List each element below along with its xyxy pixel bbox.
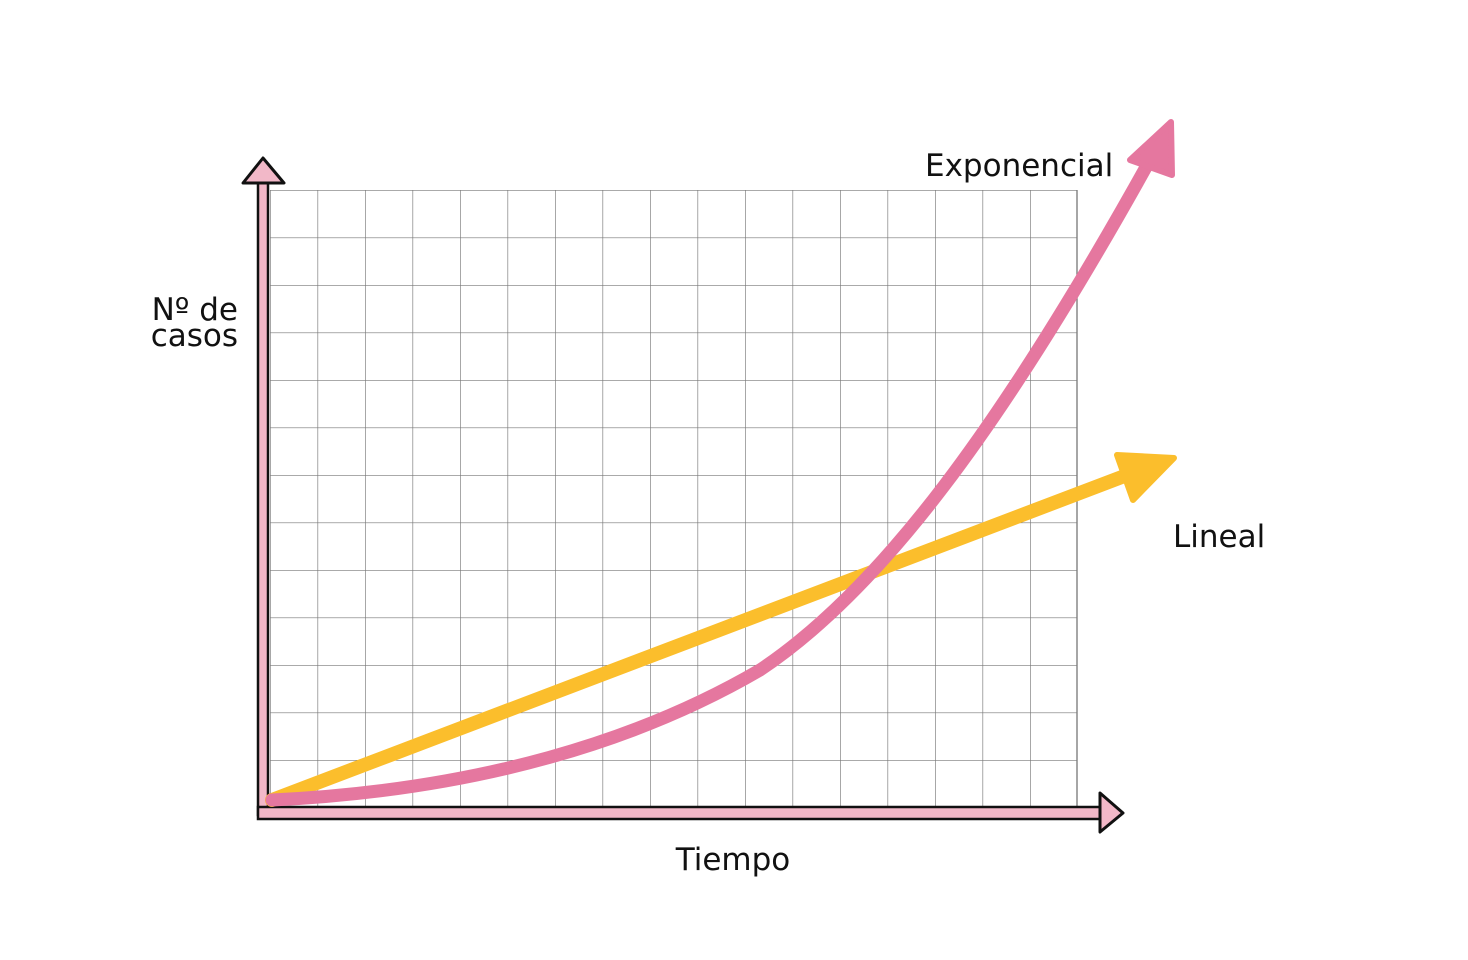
- curve-label: Lineal: [1173, 519, 1265, 555]
- y-label: casos: [151, 318, 238, 354]
- curve-label: Exponencial: [925, 148, 1113, 184]
- linear-curve: [265, 452, 1177, 807]
- y-label: Nº de: [152, 292, 238, 328]
- x-axis: [256, 791, 1125, 834]
- exponential-curve: [265, 119, 1175, 807]
- x-label: Tiempo: [675, 842, 791, 878]
